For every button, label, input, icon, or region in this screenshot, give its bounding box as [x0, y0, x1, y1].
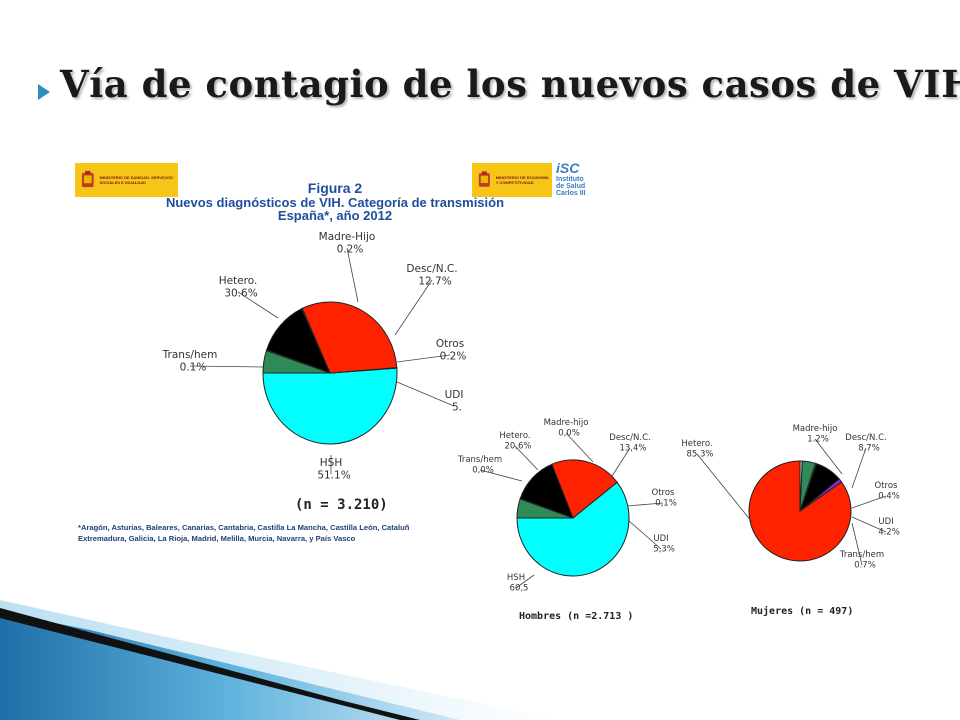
- leader-line-madre-hijo: [346, 247, 359, 303]
- pie-slice-udi: [262, 349, 331, 374]
- leader-line-hsh: [515, 574, 535, 589]
- slice-value-otros: 0,1%: [655, 499, 677, 509]
- slice-value-desc-n-c: 12.7%: [418, 276, 451, 288]
- pie-slice-hetero: [551, 459, 618, 519]
- slice-value-madre-hijo: 0.2%: [337, 244, 364, 256]
- ministry-health-logo: Ministerio de Sanidad, Servicios Sociale…: [75, 163, 178, 197]
- slice-value-udi: 4.2%: [878, 528, 900, 538]
- slice-value-madre-hijo: 1.2%: [807, 435, 829, 445]
- men-chart-caption: Hombres (n =2.713 ): [519, 611, 634, 622]
- slice-value-hsh: 60,5: [510, 584, 529, 594]
- leader-line-madre-hijo: [565, 432, 594, 463]
- leader-line-otros: [626, 502, 664, 507]
- leader-line-otros: [851, 495, 887, 509]
- decor-blue-wave: [0, 612, 460, 720]
- slice-label-otros: Otros: [652, 488, 676, 498]
- leader-line-udi: [396, 381, 455, 407]
- slice-label-hsh: HSH: [507, 573, 525, 583]
- leader-line-udi: [851, 516, 887, 533]
- leader-line-trans-hem: [851, 522, 863, 566]
- isciii-logo: iSC Instituto de Salud Carlos III: [556, 161, 590, 201]
- slice-value-trans-hem: 0,0%: [472, 466, 494, 476]
- leader-line-hetero: [514, 445, 539, 471]
- slice-value-hetero: 30.6%: [224, 288, 257, 300]
- figure-heading: Figura 2 Nuevos diagnósticos de VIH. Cat…: [160, 180, 510, 223]
- slice-value-desc-n-c: 13,4%: [619, 444, 646, 454]
- leader-line-desc-n-c: [611, 447, 631, 477]
- coat-of-arms-icon: [81, 170, 94, 188]
- slice-label-hsh: HSH: [320, 457, 342, 469]
- slice-value-hsh: 51.1%: [317, 470, 350, 482]
- figure-heading-line1: Nuevos diagnósticos de VIH. Categoría de…: [165, 194, 505, 210]
- figure-number: Figura 2: [307, 180, 363, 196]
- footnote-line1: *Aragón, Asturias, Baleares, Canarias, C…: [78, 523, 410, 532]
- slice-value-otros: 0.4%: [878, 492, 900, 502]
- women-chart-caption: Mujeres (n = 497): [751, 606, 854, 617]
- ministry-economy-text: Ministerio de Economía y Competitividad: [495, 175, 549, 185]
- leader-line-desc-n-c: [394, 279, 433, 336]
- slice-value-desc-n-c: 8,7%: [858, 444, 880, 454]
- slice-label-desc-n-c: Desc/N.C.: [406, 263, 457, 275]
- figure-heading-line2: España*, año 2012: [277, 208, 393, 223]
- leader-line-madre-hijo: [814, 438, 843, 475]
- slice-value-trans-hem: 0.1%: [180, 362, 207, 374]
- leader-line-hetero: [696, 453, 753, 523]
- pie-slice-hetero: [301, 301, 398, 374]
- ministry-health-text: Ministerio de Sanidad, Servicios Sociale…: [99, 175, 173, 185]
- isc-text: Instituto de Salud Carlos III: [556, 176, 586, 197]
- leader-line-desc-n-c: [851, 447, 867, 489]
- leader-line-otros: [396, 354, 451, 363]
- leader-line-hetero: [237, 291, 279, 319]
- slice-value-hetero: 20,6%: [504, 442, 531, 452]
- slice-label-udi: UDI: [445, 389, 464, 401]
- slice-label-udi: UDI: [653, 534, 668, 544]
- slice-label-hetero: Hetero.: [681, 439, 712, 449]
- slice-label-trans-hem: Trans/hem: [162, 349, 218, 361]
- slice-value-madre-hijo: 0,0%: [558, 429, 580, 439]
- main-chart-caption: (n = 3.210): [295, 497, 388, 513]
- pie-slice-desc-n-c: [266, 308, 331, 374]
- ministry-economy-logo: Ministerio de Economía y Competitividad: [472, 163, 552, 197]
- slice-value-hetero: 85.3%: [686, 450, 713, 460]
- slice-label-trans-hem: Trans/hem: [457, 455, 502, 465]
- slice-value-otros: 0.2%: [440, 351, 467, 363]
- slice-label-otros: Otros: [436, 338, 464, 350]
- slice-label-trans-hem: Trans/hem: [839, 550, 884, 560]
- coat-of-arms-icon: [478, 171, 490, 187]
- slice-label-desc-n-c: Desc/N.C.: [845, 433, 886, 443]
- slice-label-madre-hijo: Madre-Hijo: [319, 231, 376, 243]
- slice-label-hetero: Hetero.: [499, 431, 530, 441]
- leader-line-udi: [627, 519, 662, 550]
- slice-label-hetero: Hetero.: [219, 275, 258, 287]
- slide-title: Vía de contagio de los nuevos casos de V…: [60, 62, 960, 106]
- slice-label-udi: UDI: [878, 517, 893, 527]
- slice-label-otros: Otros: [875, 481, 899, 491]
- pie-slice-hsh: [262, 367, 398, 445]
- pie-slice-udi: [516, 498, 574, 519]
- slice-label-madre-hijo: Madre-hijo: [544, 418, 589, 428]
- pie-slice-hsh: [516, 481, 630, 577]
- slice-value-trans-hem: 0.7%: [854, 561, 876, 571]
- isc-mark: iSC: [556, 160, 580, 176]
- pie-chart-1: HSH60,5Trans/hem0,0%Hetero.20,6%Madre-hi…: [457, 418, 677, 594]
- slice-value-udi: 5.: [452, 402, 462, 414]
- leader-line-trans-hem: [189, 365, 264, 368]
- footnote-line2: Extremadura, Galicia, La Rioja, Madrid, …: [78, 534, 356, 543]
- bullet-arrow-icon: [38, 84, 50, 100]
- slice-label-madre-hijo: Madre-hijo: [793, 424, 838, 434]
- slice-label-desc-n-c: Desc/N.C.: [609, 433, 650, 443]
- leader-line-trans-hem: [479, 469, 523, 482]
- slice-value-udi: 5,3%: [653, 545, 675, 555]
- figure-footnote: *Aragón, Asturias, Baleares, Canarias, C…: [78, 522, 468, 544]
- pie-slice-trans-hem: [799, 460, 803, 512]
